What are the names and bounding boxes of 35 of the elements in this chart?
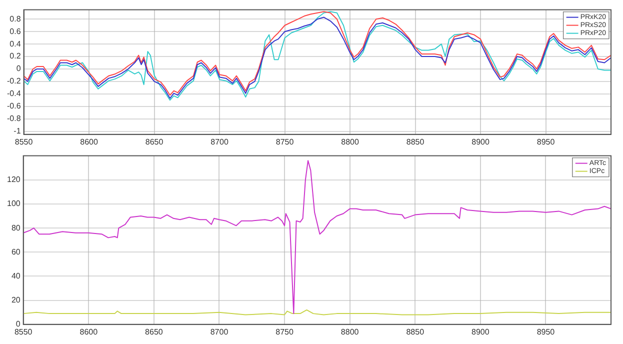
x-tick-label: 8700	[210, 137, 229, 146]
x-tick-label: 8550	[14, 137, 34, 146]
y-tick-label: 0.8	[10, 14, 22, 24]
y-tick-label: 80	[11, 223, 21, 232]
x-tick-label: 8650	[145, 327, 164, 336]
x-tick-label: 8800	[340, 327, 360, 336]
y-tick-label: 20	[11, 296, 21, 305]
y-tick-label: 0	[16, 64, 22, 74]
y-tick-label: 0.4	[10, 39, 22, 48]
y-tick-label: 60	[11, 247, 21, 256]
x-tick-label: 8600	[80, 137, 98, 146]
y-tick-label: 0	[16, 320, 21, 329]
x-tick-label: 8800	[341, 137, 360, 146]
x-tick-label: 8550	[14, 327, 33, 336]
y-tick-label: 120	[6, 175, 21, 184]
x-tick-label: 8900	[472, 327, 490, 336]
x-tick-label: 8950	[536, 327, 556, 336]
x-tick-label: 8650	[145, 137, 164, 146]
y-tick-label: -1	[14, 126, 22, 136]
x-tick-label: 8950	[536, 137, 556, 146]
x-tick-label: 8700	[210, 327, 229, 336]
y-tick-label: 40	[11, 271, 21, 280]
y-tick-label: 0.2	[10, 52, 22, 61]
x-tick-label: 8850	[406, 327, 425, 336]
x-tick-label: 8600	[80, 327, 98, 336]
y-tick-label: 0.6	[10, 26, 22, 36]
x-tick-label: 8750	[276, 327, 294, 336]
x-tick-label: 8900	[472, 137, 490, 146]
y-tick-label: -0.6	[6, 102, 22, 111]
y-tick-label: -0.4	[6, 89, 22, 98]
x-tick-label: 8850	[406, 137, 425, 146]
y-tick-label: -0.8	[6, 114, 22, 124]
y-tick-label: -0.2	[6, 76, 22, 86]
y-tick-label: 100	[6, 199, 21, 208]
x-tick-label: 8750	[276, 137, 294, 146]
